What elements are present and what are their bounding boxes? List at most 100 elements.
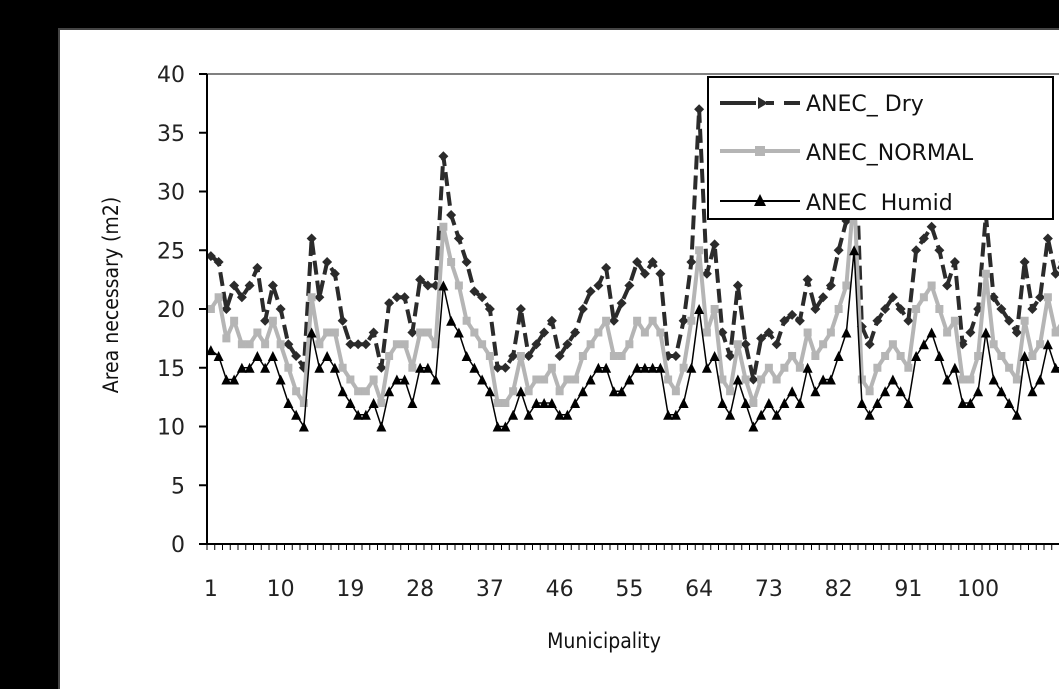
data-point-humid: [562, 409, 573, 420]
data-point-normal: [974, 352, 983, 360]
x-axis-ticks: 1 10 19 28 37 46 55 64 73 82 91 100: [204, 544, 1053, 602]
data-point-normal: [671, 387, 680, 396]
data-point-dry: [345, 339, 356, 350]
data-point-humid: [864, 409, 875, 420]
data-point-dry: [1011, 327, 1022, 338]
data-point-humid: [407, 398, 418, 408]
data-point-dry: [577, 304, 588, 314]
data-point-humid: [725, 409, 736, 420]
data-point-normal: [935, 305, 944, 313]
data-point-humid: [1027, 386, 1038, 397]
data-point-normal: [245, 340, 254, 349]
y-tick-label: 40: [157, 63, 185, 88]
data-point-normal: [323, 328, 332, 337]
data-point-humid: [949, 362, 960, 373]
data-point-dry: [624, 280, 635, 291]
legend-item-humid: ANEC Humid: [720, 191, 953, 216]
data-point-normal: [927, 281, 936, 290]
data-point-humid: [616, 386, 627, 397]
data-point-humid: [957, 398, 968, 408]
legend-item-dry: ANEC_ Dry: [720, 92, 924, 117]
data-point-dry: [322, 257, 333, 267]
data-point-humid: [717, 398, 728, 408]
data-point-normal: [1012, 375, 1021, 384]
data-point-humid: [980, 327, 991, 338]
data-point-dry: [794, 315, 805, 326]
data-point-normal: [346, 375, 355, 384]
data-point-humid: [732, 374, 743, 385]
data-point-dry: [453, 233, 464, 244]
data-point-humid: [779, 398, 790, 408]
data-point-normal: [377, 399, 386, 407]
data-point-normal: [981, 269, 990, 278]
data-point-humid: [841, 327, 852, 338]
data-point-humid: [934, 351, 945, 361]
data-point-dry: [872, 315, 883, 326]
data-point-normal: [1036, 340, 1045, 349]
data-point-humid: [477, 374, 488, 385]
data-point-humid: [833, 351, 844, 361]
data-point-dry: [1035, 292, 1046, 303]
series-dry: [207, 104, 1059, 385]
data-point-dry: [207, 251, 216, 262]
data-point-humid: [740, 398, 751, 408]
x-tick-label: 82: [825, 577, 853, 602]
data-point-dry: [360, 339, 371, 350]
data-point-humid: [446, 315, 457, 326]
x-tick-label: 64: [685, 577, 713, 602]
data-point-normal: [222, 334, 231, 343]
data-point-dry: [694, 104, 705, 115]
data-point-dry: [818, 292, 829, 303]
data-point-normal: [385, 352, 394, 360]
data-point-normal: [726, 387, 735, 396]
x-tick-label: 37: [476, 577, 504, 602]
data-point-normal: [842, 281, 851, 290]
data-point-normal: [865, 387, 874, 396]
data-point-normal: [764, 363, 773, 372]
data-point-humid: [926, 327, 937, 338]
series-humid: [207, 245, 1059, 432]
data-point-normal: [633, 316, 642, 325]
legend-marker-normal: [755, 146, 765, 156]
data-point-dry: [422, 280, 433, 291]
data-point-normal: [757, 375, 766, 384]
data-point-normal: [578, 352, 587, 360]
x-tick-label: 1: [204, 577, 218, 602]
data-point-normal: [695, 246, 704, 255]
data-point-humid: [570, 398, 581, 408]
data-point-humid: [686, 362, 697, 373]
data-point-normal: [292, 387, 301, 396]
data-point-normal: [594, 328, 603, 337]
data-point-humid: [903, 398, 914, 408]
data-point-normal: [950, 316, 959, 325]
data-point-dry: [213, 257, 224, 267]
data-point-humid: [430, 374, 441, 385]
data-point-normal: [943, 328, 952, 337]
y-tick-label: 0: [171, 533, 185, 558]
data-point-humid: [484, 386, 495, 397]
data-point-normal: [524, 387, 533, 396]
data-point-normal: [253, 328, 262, 337]
data-point-humid: [515, 386, 526, 397]
data-point-humid: [856, 398, 867, 408]
data-point-humid: [399, 374, 410, 385]
data-point-dry: [717, 327, 728, 338]
data-point-normal: [857, 375, 866, 384]
data-point-humid: [988, 374, 999, 385]
data-point-normal: [268, 316, 277, 325]
data-point-dry: [903, 315, 914, 326]
data-point-dry: [810, 304, 821, 314]
data-point-humid: [500, 421, 511, 432]
data-point-humid: [453, 327, 464, 338]
legend-label-humid: ANEC Humid: [806, 191, 953, 216]
data-point-normal: [617, 352, 626, 360]
data-point-normal: [423, 328, 432, 337]
data-point-normal: [369, 375, 378, 384]
data-point-humid: [756, 409, 767, 420]
data-point-humid: [539, 398, 550, 408]
y-tick-label: 30: [157, 181, 185, 206]
y-tick-label: 25: [157, 239, 185, 264]
data-point-humid: [849, 245, 860, 256]
